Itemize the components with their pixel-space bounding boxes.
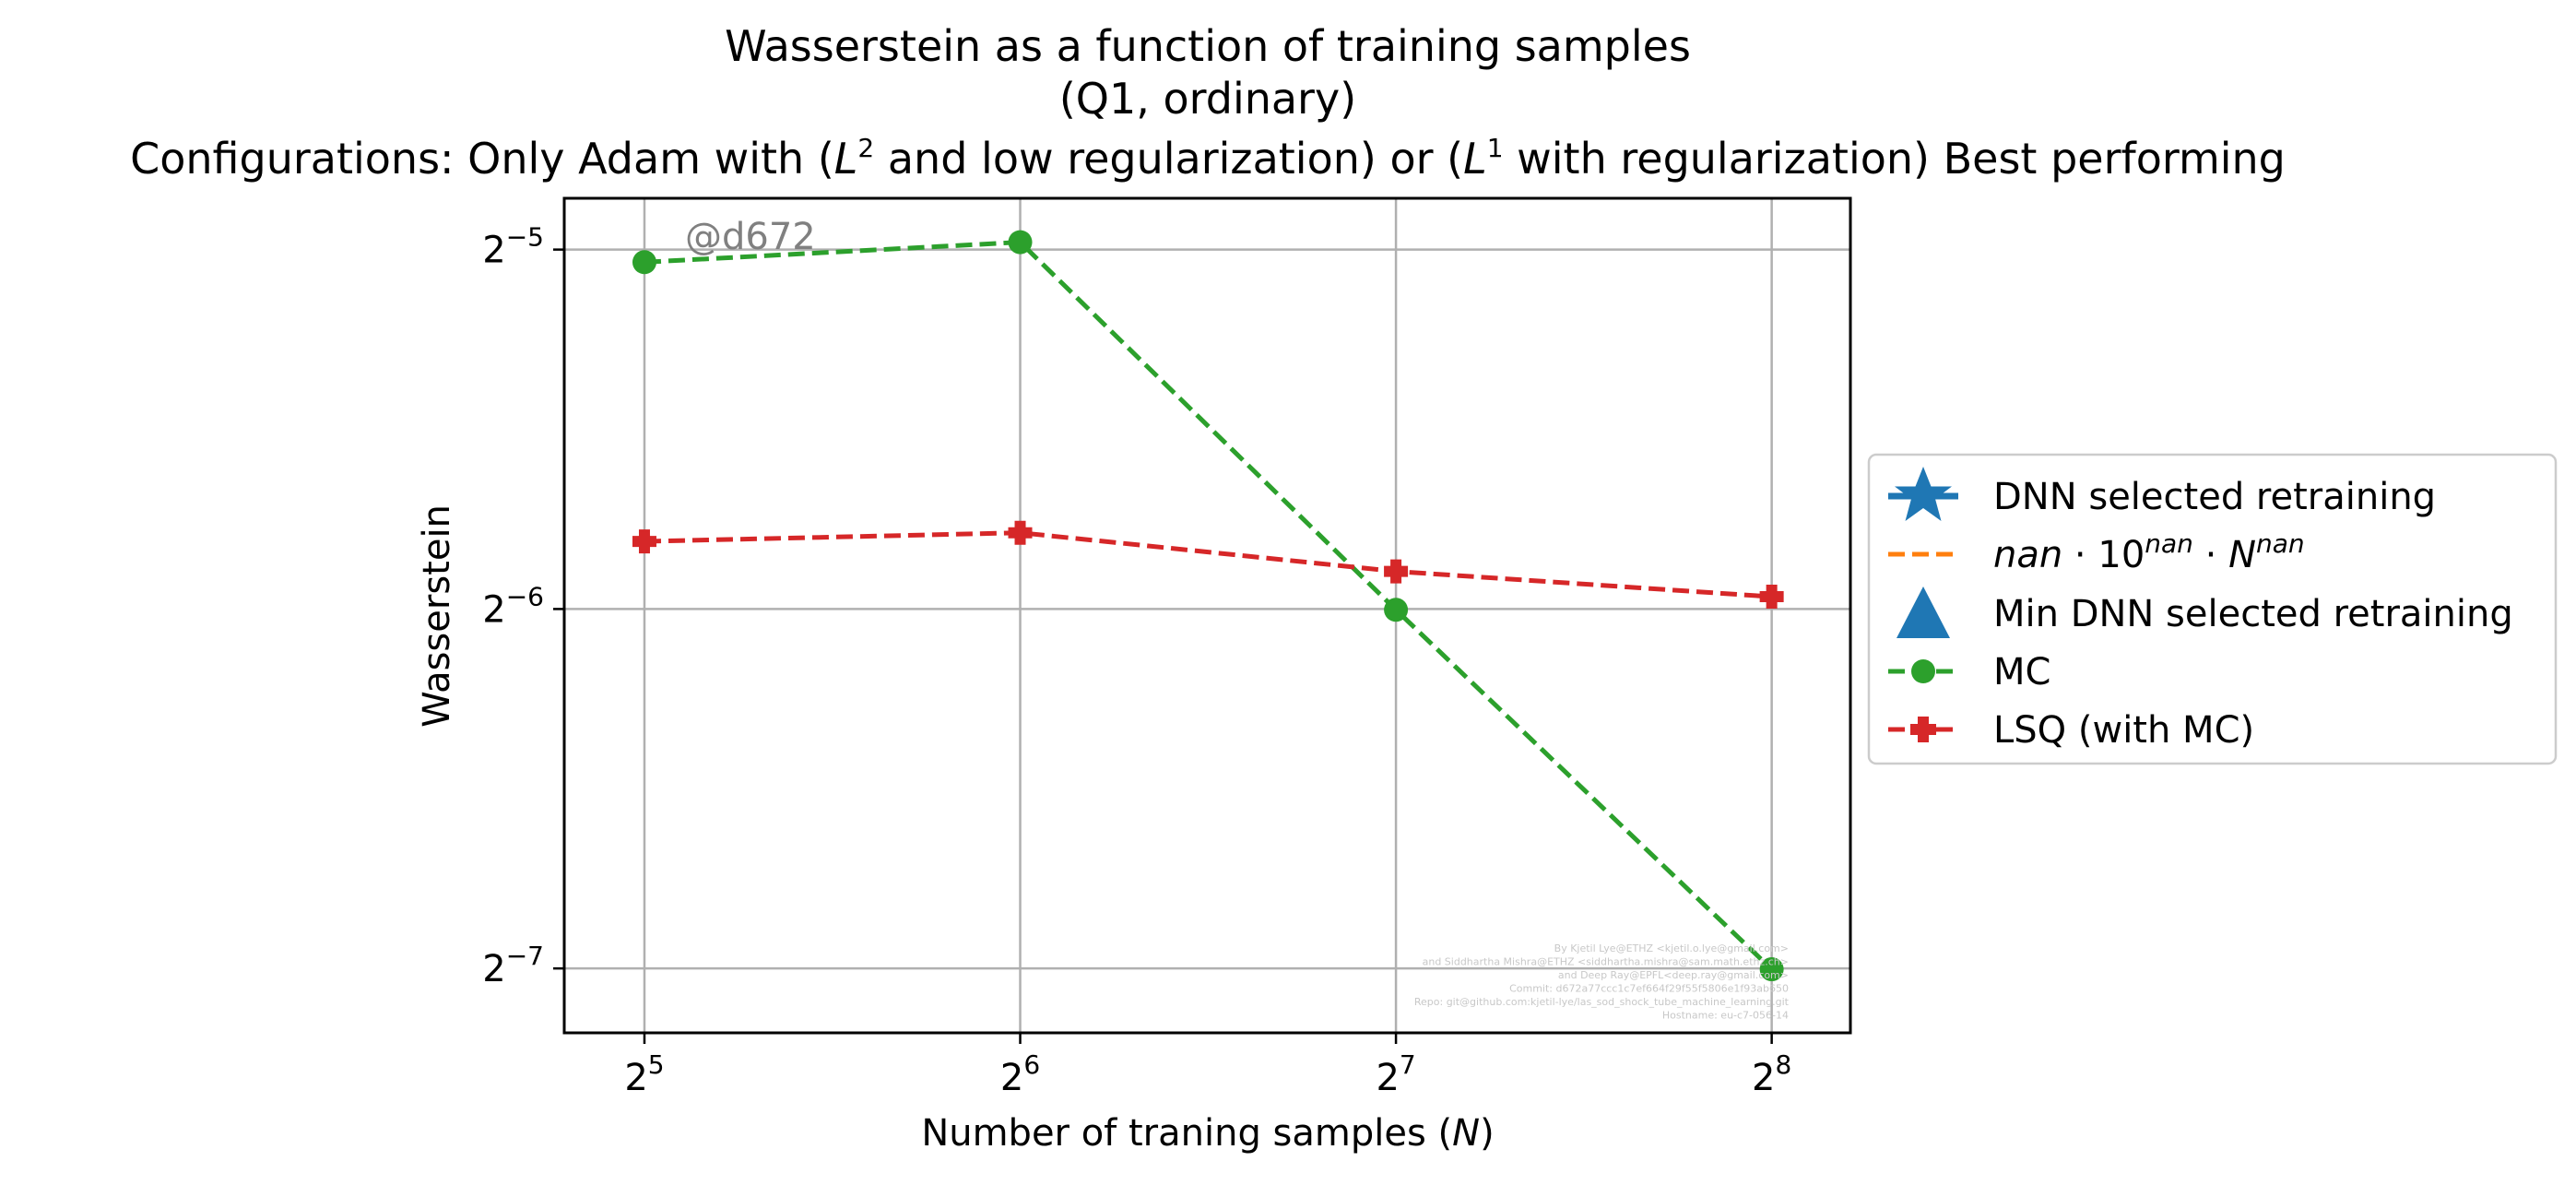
x-tick-label: 26 — [1000, 1049, 1040, 1099]
legend-box — [1867, 453, 2558, 765]
y-tick-label: 2−6 — [482, 581, 544, 631]
data-point-mc — [632, 250, 656, 275]
legend-label-mc: MC — [1993, 651, 2050, 693]
y-axis-label: Wasserstein — [416, 504, 458, 728]
chart-title-line1: Wasserstein as a function of training sa… — [725, 21, 1691, 71]
watermark-line: and Deep Ray@EPFL<deep.ray@gmail.com> — [1558, 969, 1789, 981]
watermark-line: Commit: d672a77ccc1c7ef664f29f55f5806e1f… — [1509, 983, 1789, 995]
data-point-mc — [1384, 598, 1409, 622]
x-tick-label: 25 — [624, 1049, 664, 1099]
series-line-mc — [644, 240, 1774, 971]
data-point-mc — [1759, 957, 1784, 982]
ticks: 25 26 27 28 2−5 2−6 2−7 — [482, 222, 1791, 1099]
legend: DNN selected retraining nan · 10nan · Nn… — [1867, 453, 2558, 765]
watermark-lines: By Kjetil Lye@ETHZ <kjetil.o.lye@gmail.c… — [1414, 942, 1790, 1022]
series-layer — [632, 230, 1784, 982]
watermark-line: By Kjetil Lye@ETHZ <kjetil.o.lye@gmail.c… — [1554, 942, 1789, 954]
legend-item-dnn: DNN selected retraining — [1888, 467, 2436, 521]
legend-label-dnn: DNN selected retraining — [1993, 476, 2436, 518]
y-tick-label: 2−5 — [482, 222, 544, 272]
x-tick-label: 27 — [1376, 1049, 1415, 1099]
chart-title-line3: Configurations: Only Adam with (L2 and l… — [130, 133, 2286, 184]
legend-label-lsq: LSQ (with MC) — [1993, 709, 2254, 752]
legend-label-fit: nan · 10nan · Nnan — [1993, 528, 2305, 576]
watermark-line: Repo: git@github.com:kjetil-lye/las_sod_… — [1414, 996, 1790, 1008]
y-tick-label: 2−7 — [482, 941, 544, 990]
legend-item-fit: nan · 10nan · Nnan — [1888, 528, 2305, 576]
data-point-mc — [1008, 230, 1033, 255]
x-tick-label: 28 — [1752, 1049, 1791, 1099]
x-axis-label: Number of traning samples (N) — [921, 1112, 1494, 1155]
legend-item-mc: MC — [1888, 651, 2050, 693]
watermark-line: and Siddhartha Mishra@ETHZ <siddhartha.m… — [1423, 956, 1789, 968]
data-point-lsq-with-mc — [1384, 559, 1409, 584]
series-line-lsq-with-mc — [644, 530, 1772, 599]
legend-label-min-dnn: Min DNN selected retraining — [1993, 593, 2513, 635]
plot-frame — [562, 196, 1852, 1035]
watermark-line: Hostname: eu-c7-056-14 — [1662, 1010, 1789, 1022]
chart-title-line2: (Q1, ordinary) — [1059, 74, 1356, 124]
triangle-icon — [1897, 587, 1950, 638]
data-point-lsq-with-mc — [1759, 585, 1784, 610]
legend-item-min-dnn: Min DNN selected retraining — [1897, 587, 2513, 638]
legend-item-lsq: LSQ (with MC) — [1888, 709, 2254, 752]
data-point-lsq-with-mc — [1008, 520, 1033, 545]
plus-icon — [1910, 717, 1936, 742]
watermark-tag: @d672 — [685, 216, 816, 258]
circle-icon — [1911, 659, 1935, 683]
star-icon — [1895, 467, 1952, 521]
grid — [564, 198, 1850, 1033]
data-point-lsq-with-mc — [632, 529, 656, 554]
